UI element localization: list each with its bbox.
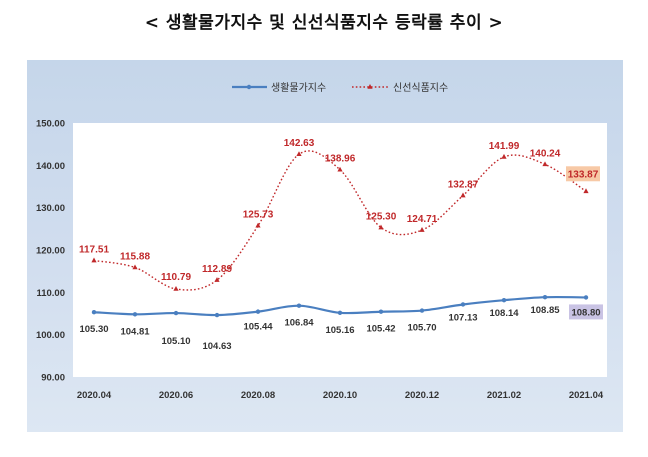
series-point-living-price (214, 312, 220, 318)
data-labels: 117.51 115.88 110.79 112.89 125.73 142.63 138.… (79, 138, 603, 352)
x-tick-label: 2021.04 (569, 390, 604, 401)
series-point-living-price (255, 309, 261, 314)
x-tick-label: 2020.08 (241, 390, 275, 401)
legend-marker-living-price (246, 84, 252, 90)
series-point-living-price (91, 310, 97, 315)
data-label-fresh-food: 112.89 (202, 264, 232, 275)
series-point-fresh-food (91, 257, 97, 263)
y-tick-label: 90.00 (41, 373, 65, 384)
series-point-living-price (296, 303, 302, 308)
series-point-living-price (542, 295, 548, 300)
y-tick-label: 130.00 (36, 203, 65, 214)
chart-panel: 생활물가지수 신선식품지수 90.00 100.00 110.00 120.00 130.… (27, 60, 623, 432)
data-label-fresh-food: 124.71 (407, 214, 438, 225)
series-point-fresh-food (255, 222, 261, 228)
series-point-living-price (501, 298, 507, 303)
series-point-fresh-food (337, 166, 343, 172)
x-tick-label: 2020.06 (159, 390, 193, 401)
data-label-living-price: 107.13 (448, 312, 477, 323)
y-tick-label: 100.00 (36, 330, 65, 341)
data-label-living-price: 106.84 (284, 318, 314, 329)
data-label-living-price: 105.70 (407, 323, 436, 334)
y-tick-label: 120.00 (36, 246, 65, 257)
data-label-living-price: 105.42 (366, 324, 395, 335)
series-point-living-price (378, 309, 384, 314)
data-label-fresh-food: 142.63 (284, 138, 315, 149)
data-label-living-price: 108.14 (489, 308, 519, 319)
y-axis: 90.00 100.00 110.00 120.00 130.00 140.00 150.0… (36, 119, 65, 384)
series-point-fresh-food (378, 224, 384, 230)
series-point-fresh-food (542, 161, 548, 167)
data-label-fresh-food: 141.99 (489, 141, 520, 152)
data-label-living-price: 108.80 (571, 307, 600, 318)
legend-marker-fresh-food (367, 84, 373, 89)
data-label-fresh-food: 117.51 (79, 245, 109, 256)
y-tick-label: 140.00 (36, 161, 65, 172)
series-layer (91, 150, 589, 318)
highlight-box-living-price (569, 304, 603, 320)
data-label-fresh-food: 138.96 (325, 154, 356, 165)
series-point-fresh-food (419, 227, 425, 232)
x-tick-label: 2020.04 (77, 390, 112, 401)
series-point-living-price (173, 310, 179, 316)
data-label-living-price: 104.63 (202, 341, 231, 352)
line-chart: 생활물가지수 신선식품지수 90.00 100.00 110.00 120.00 130.… (36, 81, 607, 401)
plot-area (73, 123, 607, 377)
chart-title: < 생활물가지수 및 신선식품지수 등락률 추이 > (144, 13, 504, 33)
x-tick-label: 2020.10 (323, 390, 357, 401)
data-label-living-price: 105.30 (79, 324, 108, 335)
legend-label-living-price: 생활물가지수 (271, 81, 326, 94)
legend: 생활물가지수 신선식품지수 (232, 81, 448, 94)
data-label-fresh-food: 132.87 (448, 180, 479, 191)
data-label-fresh-food: 125.30 (366, 212, 397, 223)
data-label-living-price: 105.16 (325, 325, 354, 336)
data-label-fresh-food: 110.79 (161, 272, 191, 283)
highlight-box-fresh-food (566, 166, 600, 182)
legend-label-fresh-food: 신선식품지수 (393, 82, 448, 94)
series-point-fresh-food (460, 192, 466, 198)
series-point-fresh-food (214, 277, 220, 282)
x-tick-label: 2021.02 (487, 390, 521, 401)
x-axis: 2020.04 2020.06 2020.08 2020.10 2020.12 2021.… (77, 390, 604, 401)
data-label-living-price: 105.10 (161, 336, 190, 347)
series-point-living-price (419, 308, 425, 313)
series-point-fresh-food (296, 151, 302, 156)
series-point-living-price (460, 302, 466, 307)
x-tick-label: 2020.12 (405, 390, 439, 401)
data-label-living-price: 108.85 (530, 305, 560, 316)
series-point-living-price (337, 310, 343, 316)
data-label-fresh-food: 115.88 (120, 251, 150, 262)
data-label-fresh-food: 140.24 (530, 148, 561, 159)
series-point-fresh-food (501, 153, 507, 159)
series-point-living-price (583, 295, 589, 300)
series-point-fresh-food (173, 285, 179, 291)
data-label-fresh-food: 125.73 (243, 210, 274, 221)
y-tick-label: 150.00 (36, 119, 65, 130)
data-label-living-price: 104.81 (120, 326, 150, 337)
data-label-fresh-food: 133.87 (568, 169, 599, 180)
y-tick-label: 110.00 (36, 288, 65, 299)
series-point-fresh-food (583, 188, 589, 194)
series-point-fresh-food (132, 264, 138, 270)
data-label-living-price: 105.44 (243, 322, 273, 333)
series-point-living-price (132, 312, 138, 317)
